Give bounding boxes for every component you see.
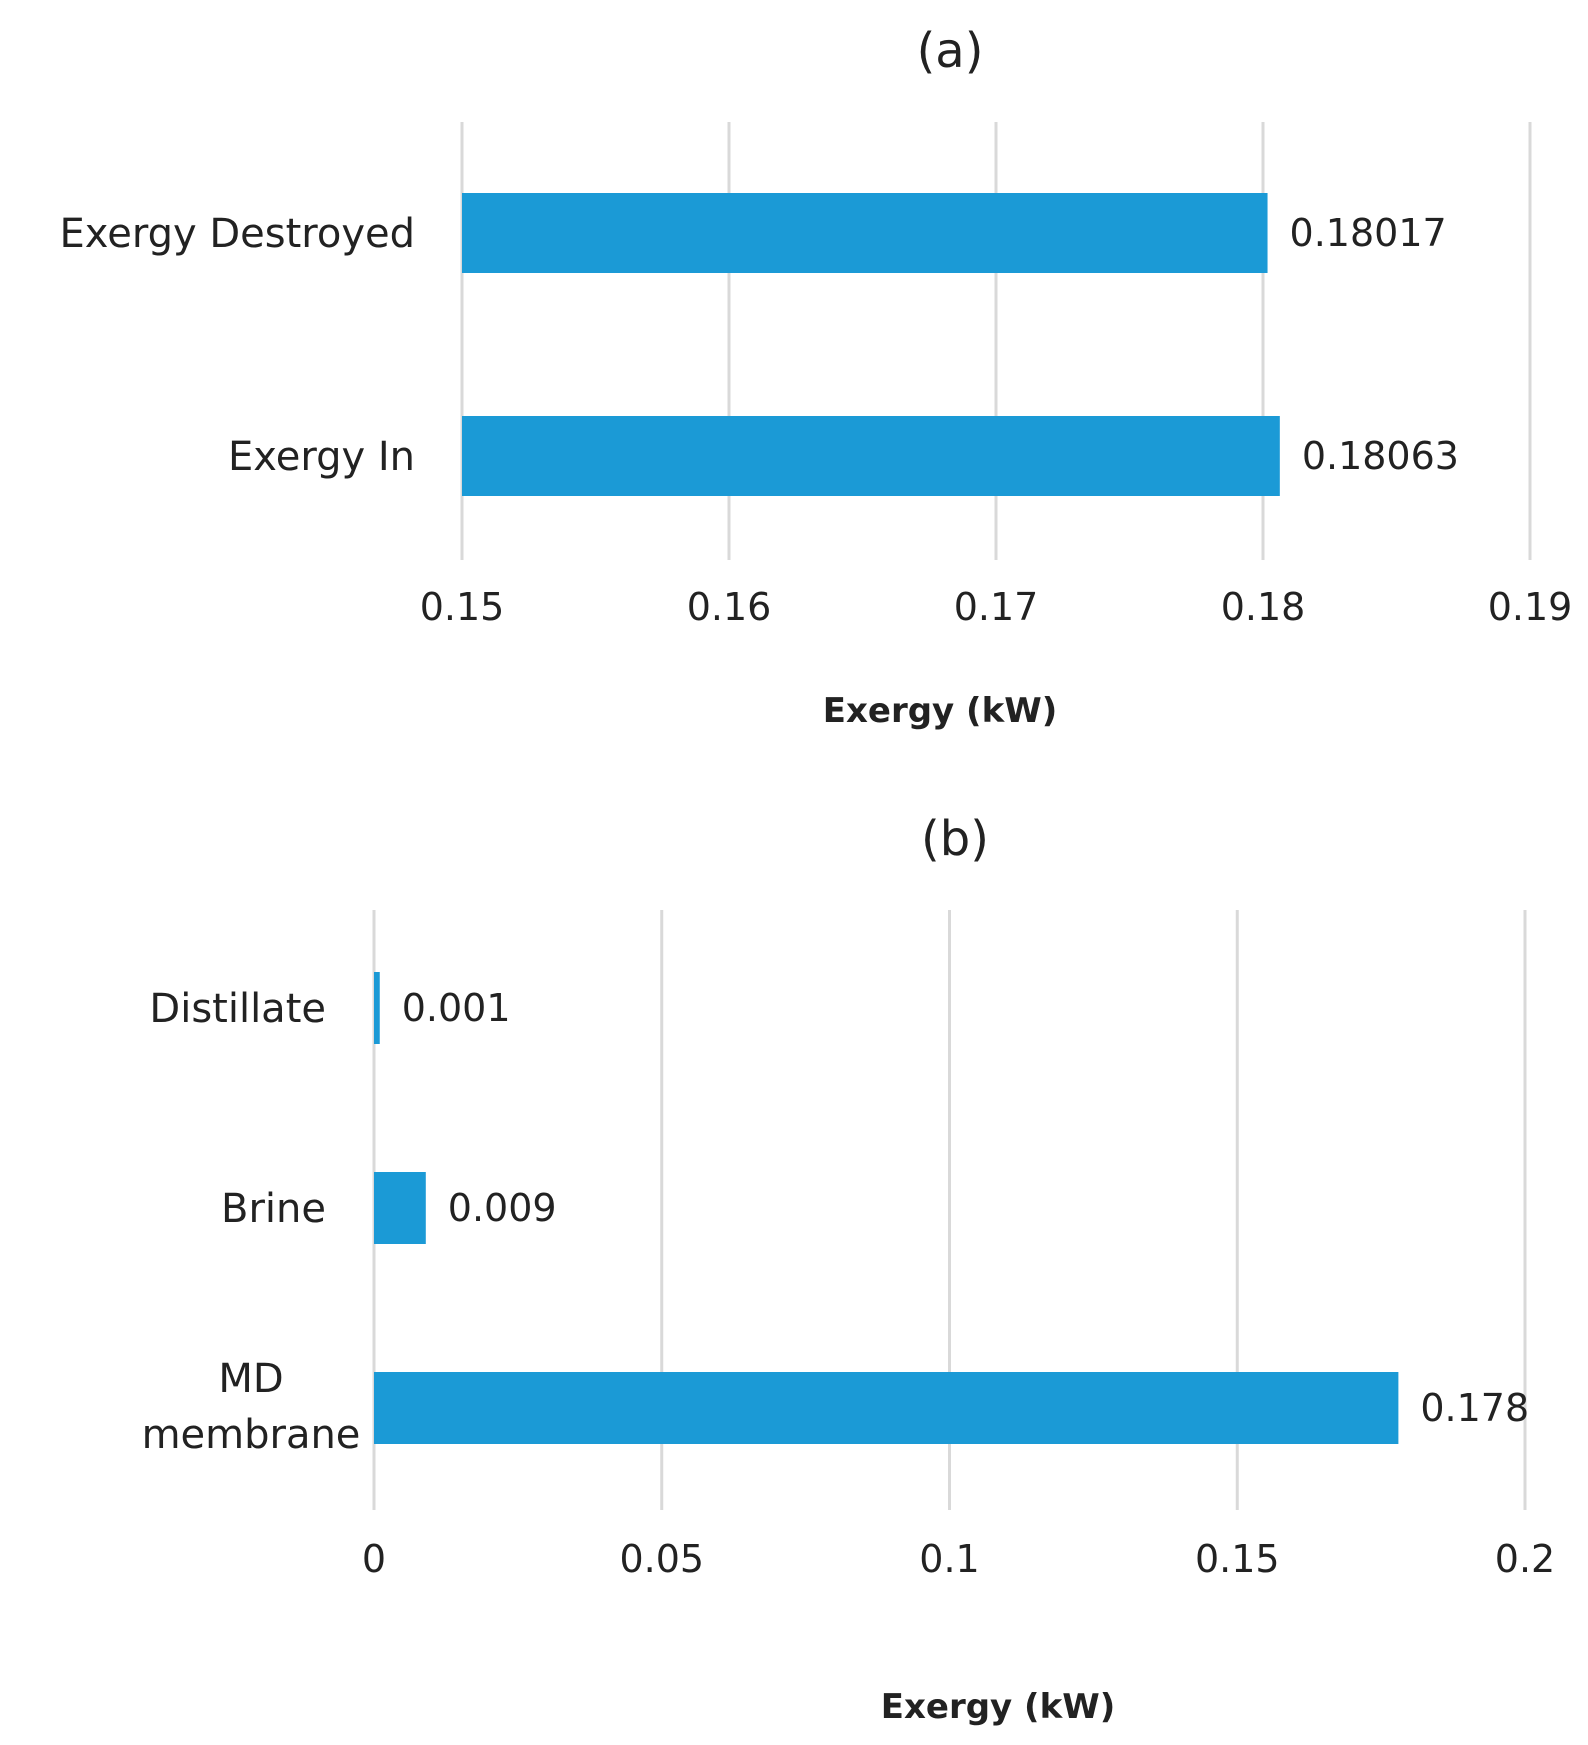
chart-a: (a) 0.15 0.16 0.17 0.18 0.19 0.18017 Exergy Des…: [60, 23, 1573, 731]
chart-b-title: (b): [921, 811, 989, 867]
chart-b-value-label-md-membrane: 0.178: [1420, 1386, 1529, 1430]
chart-a-x-tick-label: 0.18: [1221, 585, 1306, 629]
chart-a-x-tick-label: 0.17: [954, 585, 1039, 629]
chart-b-x-axis-title: Exergy (kW): [881, 1687, 1116, 1727]
chart-b-category-label-brine: Brine: [221, 1186, 326, 1232]
chart-b-x-tick-label: 0.2: [1495, 1537, 1555, 1581]
chart-b-value-label-brine: 0.009: [448, 1186, 557, 1230]
chart-b-bar-distillate: [374, 972, 380, 1044]
chart-a-bar-exergy-destroyed: [462, 193, 1268, 273]
chart-a-category-label-exergy-in: Exergy In: [228, 434, 415, 480]
chart-b: (b) 0 0.05 0.1 0.15 0.2 0.001 Distillate 0.009 Br…: [142, 811, 1556, 1727]
chart-b-category-label-distillate: Distillate: [149, 986, 326, 1032]
chart-a-x-tick-label: 0.15: [420, 585, 505, 629]
chart-b-x-tick-label: 0.05: [619, 1537, 704, 1581]
chart-b-category-label-md-membrane: MD membrane: [142, 1356, 361, 1458]
chart-a-value-label-exergy-destroyed: 0.18017: [1290, 211, 1447, 255]
chart-a-x-tick-label: 0.16: [687, 585, 772, 629]
chart-a-bar-exergy-in: [462, 416, 1280, 496]
chart-b-bar-brine: [374, 1172, 426, 1244]
chart-a-category-label-exergy-destroyed: Exergy Destroyed: [60, 211, 416, 257]
chart-b-value-label-distillate: 0.001: [402, 986, 511, 1030]
chart-b-bar-md-membrane: [374, 1372, 1399, 1444]
chart-a-x-axis-title: Exergy (kW): [823, 691, 1058, 731]
chart-b-x-tick-label: 0.1: [919, 1537, 979, 1581]
chart-a-title: (a): [917, 23, 984, 79]
chart-b-x-tick-label: 0: [362, 1537, 386, 1581]
chart-b-x-tick-label: 0.15: [1195, 1537, 1280, 1581]
chart-a-x-tick-label: 0.19: [1488, 585, 1573, 629]
chart-a-value-label-exergy-in: 0.18063: [1302, 434, 1459, 478]
